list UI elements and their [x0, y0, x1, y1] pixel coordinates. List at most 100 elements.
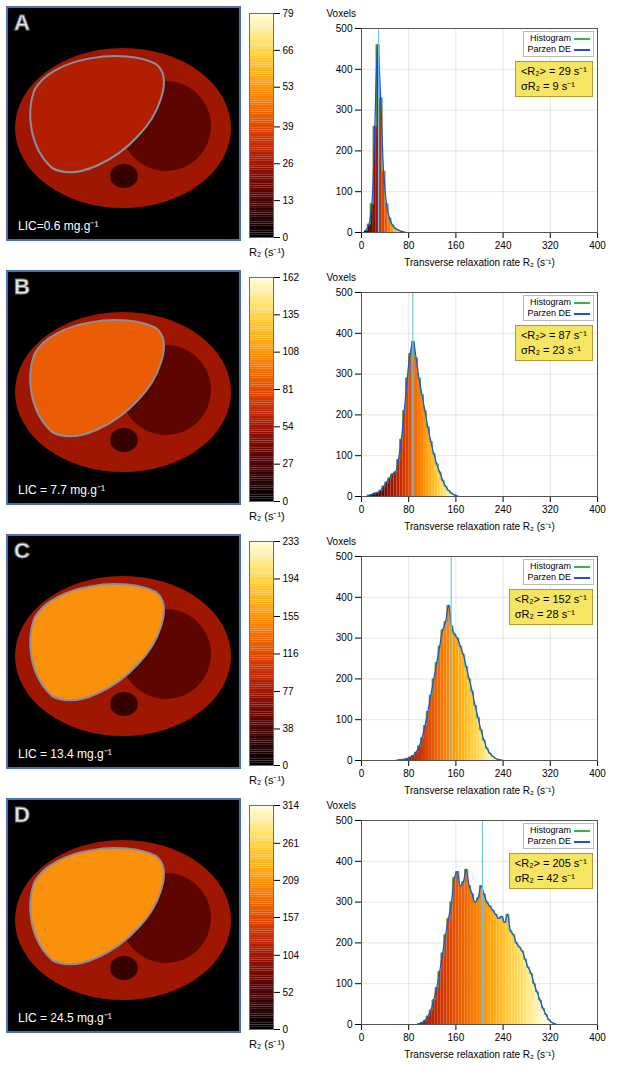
svg-text:LIC=0.6 mg.g⁻¹: LIC=0.6 mg.g⁻¹	[18, 219, 98, 233]
svg-text:LIC = 24.5 mg.g⁻¹: LIC = 24.5 mg.g⁻¹	[18, 1011, 112, 1025]
svg-text:0: 0	[283, 760, 289, 771]
svg-text:54: 54	[283, 421, 295, 432]
svg-text:Voxels: Voxels	[327, 272, 356, 283]
svg-text:D: D	[14, 802, 30, 827]
svg-text:0: 0	[347, 755, 353, 766]
svg-text:240: 240	[495, 1032, 512, 1043]
svg-text:0: 0	[283, 496, 289, 507]
svg-text:200: 200	[336, 409, 353, 420]
svg-text:400: 400	[336, 328, 353, 339]
svg-text:66: 66	[283, 45, 295, 56]
svg-text:0: 0	[359, 1032, 365, 1043]
svg-text:400: 400	[589, 1032, 606, 1043]
svg-text:Transverse relaxation rate R₂: Transverse relaxation rate R₂ (s⁻¹)	[404, 785, 554, 796]
svg-text:80: 80	[403, 240, 415, 251]
svg-text:53: 53	[283, 81, 295, 92]
svg-text:100: 100	[336, 978, 353, 989]
svg-text:38: 38	[283, 723, 295, 734]
svg-text:261: 261	[283, 838, 300, 849]
svg-text:500: 500	[336, 551, 353, 562]
svg-text:240: 240	[495, 240, 512, 251]
svg-text:160: 160	[448, 240, 465, 251]
svg-text:27: 27	[283, 458, 295, 469]
html-text:σR₂ = 9 s⁻¹: σR₂ = 9 s⁻¹	[520, 80, 575, 92]
svg-text:233: 233	[283, 536, 300, 547]
svg-text:0: 0	[359, 504, 365, 515]
svg-text:52: 52	[283, 987, 295, 998]
svg-text:160: 160	[448, 1032, 465, 1043]
svg-text:80: 80	[403, 768, 415, 779]
svg-text:400: 400	[336, 856, 353, 867]
svg-text:300: 300	[336, 104, 353, 115]
svg-text:0: 0	[359, 240, 365, 251]
svg-text:Voxels: Voxels	[327, 8, 356, 19]
svg-text:108: 108	[283, 346, 300, 357]
svg-text:100: 100	[336, 186, 353, 197]
svg-text:400: 400	[589, 504, 606, 515]
svg-text:B: B	[14, 274, 30, 299]
svg-text:200: 200	[336, 673, 353, 684]
svg-text:0: 0	[347, 227, 353, 238]
svg-text:200: 200	[336, 937, 353, 948]
svg-text:100: 100	[336, 714, 353, 725]
svg-text:Transverse relaxation rate R₂: Transverse relaxation rate R₂ (s⁻¹)	[404, 521, 554, 532]
html-text:<R₂> = 87 s⁻¹: <R₂> = 87 s⁻¹	[520, 329, 587, 341]
svg-text:194: 194	[283, 573, 300, 584]
svg-text:26: 26	[283, 158, 295, 169]
svg-text:77: 77	[283, 686, 295, 697]
svg-text:0: 0	[359, 768, 365, 779]
svg-text:200: 200	[336, 145, 353, 156]
svg-text:400: 400	[336, 64, 353, 75]
svg-text:400: 400	[589, 768, 606, 779]
svg-text:C: C	[14, 538, 30, 563]
svg-text:157: 157	[283, 912, 300, 923]
svg-text:240: 240	[495, 768, 512, 779]
svg-text:Voxels: Voxels	[327, 536, 356, 547]
svg-text:240: 240	[495, 504, 512, 515]
svg-text:400: 400	[589, 240, 606, 251]
svg-text:155: 155	[283, 611, 300, 622]
html-text:R₂ (s⁻¹): R₂ (s⁻¹)	[249, 510, 285, 522]
svg-text:Transverse relaxation rate R₂: Transverse relaxation rate R₂ (s⁻¹)	[404, 257, 554, 268]
svg-text:Voxels: Voxels	[327, 800, 356, 811]
html-text:<R₂> = 152 s⁻¹: <R₂> = 152 s⁻¹	[514, 593, 587, 605]
svg-text:80: 80	[403, 504, 415, 515]
svg-text:500: 500	[336, 815, 353, 826]
svg-text:A: A	[14, 10, 30, 35]
svg-text:314: 314	[283, 800, 300, 811]
svg-text:79: 79	[283, 8, 295, 19]
svg-text:162: 162	[283, 272, 300, 283]
html-text:R₂ (s⁻¹): R₂ (s⁻¹)	[249, 246, 285, 258]
svg-text:209: 209	[283, 875, 300, 886]
svg-text:320: 320	[542, 768, 559, 779]
svg-text:160: 160	[448, 504, 465, 515]
svg-text:104: 104	[283, 950, 300, 961]
svg-text:135: 135	[283, 309, 300, 320]
svg-text:0: 0	[283, 1024, 289, 1035]
svg-text:320: 320	[542, 1032, 559, 1043]
svg-text:39: 39	[283, 121, 295, 132]
html-text:σR₂ = 23 s⁻¹: σR₂ = 23 s⁻¹	[520, 344, 581, 356]
svg-text:320: 320	[542, 240, 559, 251]
svg-text:300: 300	[336, 368, 353, 379]
svg-text:LIC = 7.7 mg.g⁻¹: LIC = 7.7 mg.g⁻¹	[18, 483, 105, 497]
svg-text:500: 500	[336, 23, 353, 34]
svg-text:13: 13	[283, 195, 295, 206]
svg-text:0: 0	[283, 232, 289, 243]
svg-text:160: 160	[448, 768, 465, 779]
svg-text:116: 116	[283, 648, 299, 659]
html-text:R₂ (s⁻¹): R₂ (s⁻¹)	[249, 774, 285, 786]
svg-text:100: 100	[336, 450, 353, 461]
svg-text:0: 0	[347, 1019, 353, 1030]
svg-text:300: 300	[336, 632, 353, 643]
html-text:<R₂> = 29 s⁻¹: <R₂> = 29 s⁻¹	[520, 65, 587, 77]
svg-text:0: 0	[347, 491, 353, 502]
svg-text:LIC = 13.4 mg.g⁻¹: LIC = 13.4 mg.g⁻¹	[18, 747, 112, 761]
svg-text:500: 500	[336, 287, 353, 298]
svg-text:81: 81	[283, 384, 295, 395]
svg-text:320: 320	[542, 504, 559, 515]
svg-text:Transverse relaxation rate R₂: Transverse relaxation rate R₂ (s⁻¹)	[404, 1049, 554, 1060]
svg-text:80: 80	[403, 1032, 415, 1043]
svg-text:300: 300	[336, 896, 353, 907]
svg-text:400: 400	[336, 592, 353, 603]
